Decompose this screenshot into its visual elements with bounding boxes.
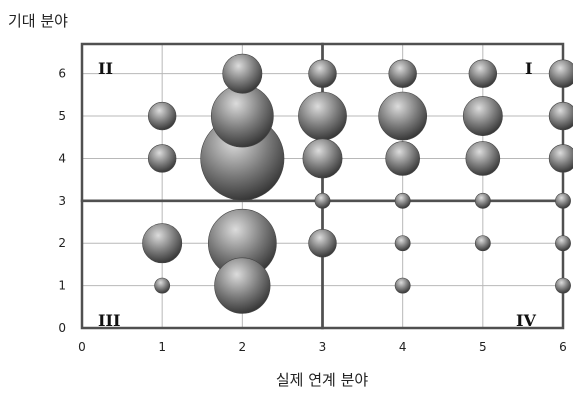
bubble-point — [462, 96, 503, 137]
bubble-point — [548, 59, 573, 88]
bubble-point — [465, 141, 501, 176]
bubble-point — [385, 141, 420, 176]
bubble-point — [142, 223, 183, 264]
y-tick-label: 4 — [58, 151, 66, 165]
y-axis-title: 기대 분야 — [8, 12, 68, 30]
bubble-point — [147, 144, 177, 173]
bubble-point — [548, 101, 573, 131]
quadrant-box-bottom-right — [321, 199, 565, 330]
bubble-point — [474, 235, 491, 252]
bubble-point — [210, 84, 274, 148]
bubble-point — [154, 277, 171, 294]
x-tick-label: 3 — [319, 340, 327, 354]
x-tick-label: 4 — [399, 340, 407, 354]
y-tick-label: 0 — [58, 321, 66, 335]
bubble-point — [222, 53, 263, 94]
x-tick-label: 1 — [158, 340, 166, 354]
bubble-series — [142, 53, 573, 314]
bubble-point — [308, 229, 337, 258]
bubble-point — [474, 192, 491, 209]
quadrant-box-bottom-left — [80, 199, 324, 330]
bubble-point — [147, 101, 177, 131]
quadrant-labels: II I III IV — [98, 59, 536, 330]
bubble-point — [394, 277, 411, 294]
bubble-point — [388, 59, 417, 88]
axis-ticks: 0 1 2 3 4 5 6 0 1 2 3 4 5 6 — [58, 67, 566, 354]
bubble-point — [548, 144, 573, 173]
bubble-point — [555, 192, 571, 209]
quadrant-label-top-left: II — [98, 59, 113, 78]
bubble-point — [555, 277, 571, 294]
bubble-point — [302, 138, 343, 179]
quadrant-label-bottom-left: III — [98, 311, 120, 330]
y-tick-label: 3 — [58, 194, 66, 208]
bubble-point — [394, 235, 411, 252]
y-tick-label: 2 — [58, 236, 66, 250]
x-tick-label: 6 — [559, 340, 567, 354]
x-axis-title: 실제 연계 분야 — [276, 371, 369, 389]
bubble-point — [314, 192, 331, 209]
quadrant-box-top-left — [80, 42, 324, 203]
bubble-point — [468, 59, 498, 88]
bubble-point — [298, 91, 347, 141]
bubble-point — [555, 235, 571, 252]
y-tick-label: 5 — [58, 109, 66, 123]
y-tick-label: 6 — [58, 67, 66, 81]
quadrant-label-bottom-right: IV — [516, 311, 536, 330]
bubble-point — [214, 257, 271, 314]
bubble-point — [378, 91, 428, 141]
x-tick-label: 0 — [78, 340, 86, 354]
x-tick-label: 2 — [239, 340, 247, 354]
x-tick-label: 5 — [479, 340, 487, 354]
quadrant-label-top-right: I — [525, 59, 532, 78]
bubble-point — [394, 192, 411, 209]
bubble-point — [308, 59, 337, 88]
y-tick-label: 1 — [58, 279, 66, 293]
